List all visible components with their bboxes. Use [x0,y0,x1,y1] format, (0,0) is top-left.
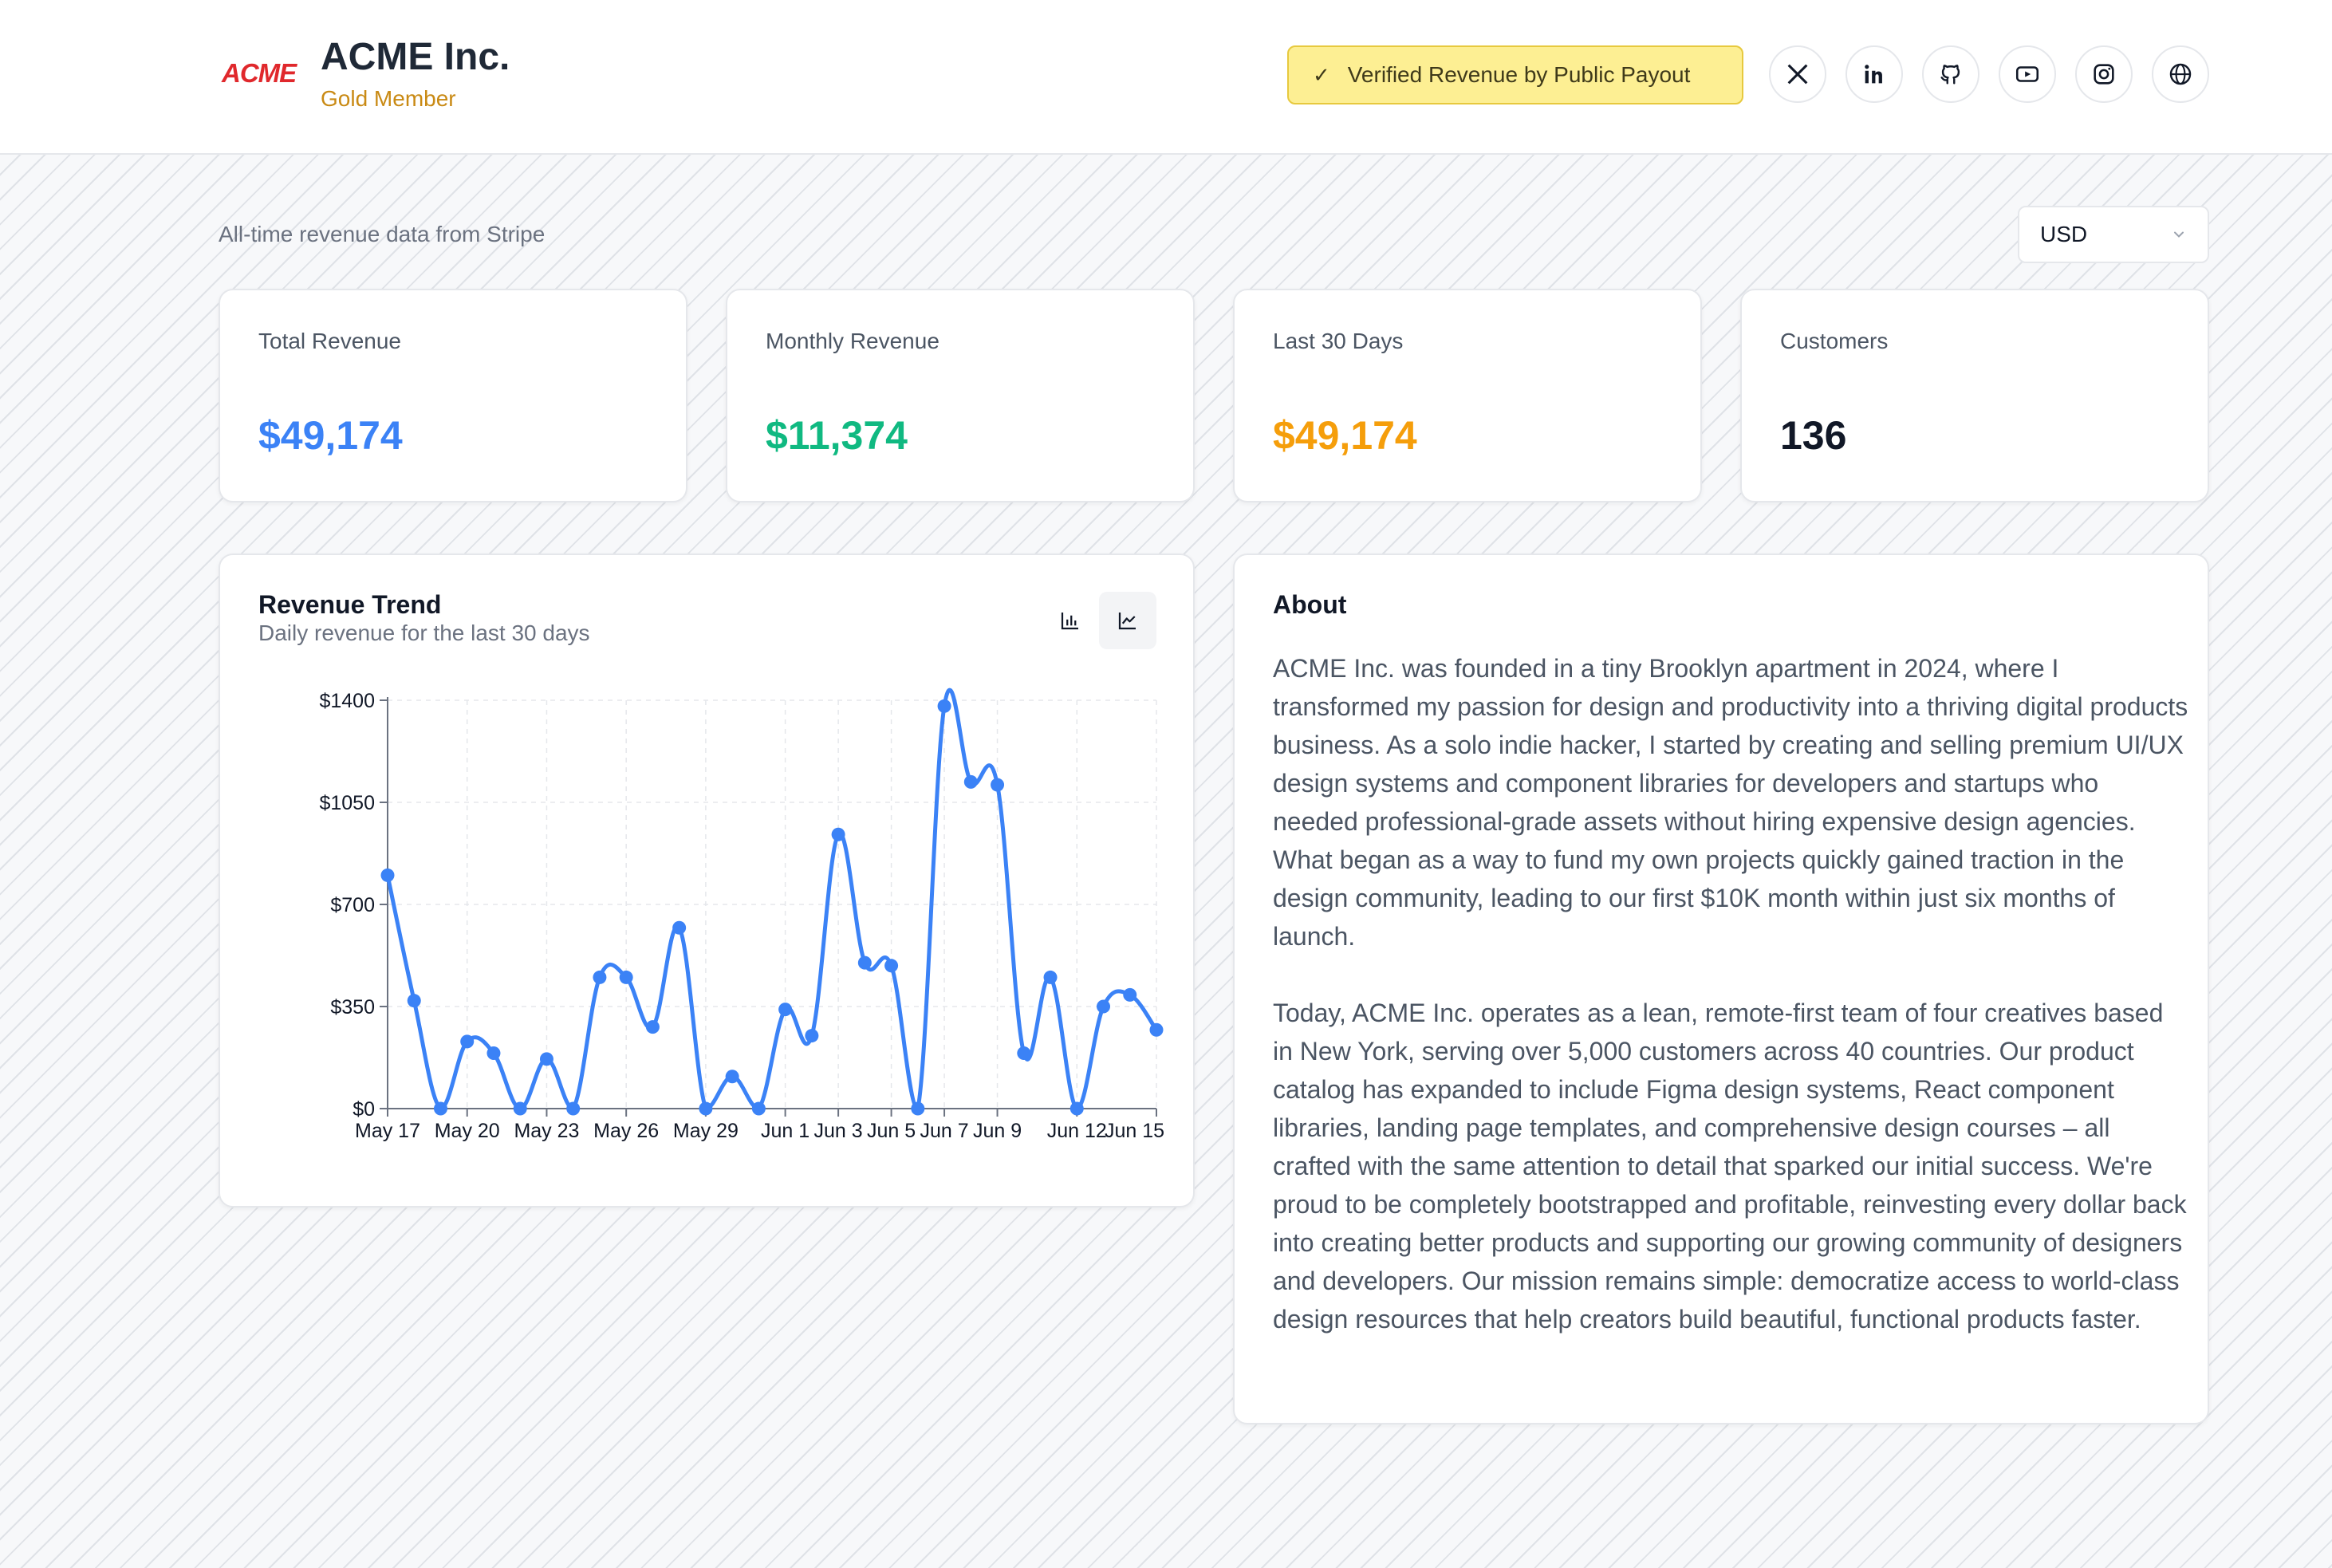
data-point[interactable] [831,827,845,841]
stat-value: $11,374 [766,413,908,458]
currency-select[interactable]: USD [2018,206,2209,263]
data-point[interactable] [1017,1046,1031,1061]
data-point[interactable] [884,959,899,973]
y-tick-label: $1050 [319,792,375,814]
x-tick-label: Jun 12 [1047,1120,1107,1142]
data-point[interactable] [380,868,395,882]
linkedin-icon [1865,65,1882,84]
data-point[interactable] [407,994,421,1008]
stat-value: 136 [1780,413,1847,458]
data-point[interactable] [539,1052,553,1066]
data-point[interactable] [486,1046,501,1061]
stat-card-monthly-revenue: Monthly Revenue $11,374 [726,289,1195,502]
x-tick-label: Jun 15 [1105,1120,1164,1142]
x-tick-label: Jun 5 [867,1120,916,1142]
revenue-series-line [385,687,1159,1111]
line-chart-toggle[interactable] [1099,592,1156,649]
verified-label: Verified Revenue by Public Payout [1347,62,1691,87]
data-point[interactable] [460,1034,475,1049]
data-point[interactable] [778,1003,793,1017]
data-point[interactable] [672,920,687,935]
chart-subtitle: Daily revenue for the last 30 days [258,621,590,645]
globe-icon [2169,63,2192,85]
x-tick-label: May 20 [435,1120,500,1142]
data-point[interactable] [1043,970,1058,984]
y-tick-label: $0 [353,1098,375,1121]
x-tick-label: May 23 [514,1120,579,1142]
y-tick-label: $700 [330,894,375,916]
stat-card-total-revenue: Total Revenue $49,174 [219,289,687,502]
x-tick-label: Jun 9 [973,1120,1022,1142]
stat-value: $49,174 [1273,413,1417,458]
x-tick-label: Jun 3 [814,1120,863,1142]
youtube-icon [2015,66,2039,82]
x-link[interactable] [1769,45,1826,103]
stat-card-last-30-days: Last 30 Days $49,174 [1233,289,1702,502]
stat-label: Customers [1780,329,1889,353]
data-point[interactable] [1149,1022,1164,1037]
page-subtitle: All-time revenue data from Stripe [219,222,546,246]
company-name: ACME Inc. [321,36,510,78]
check-icon: ✓ [1313,62,1330,87]
data-point[interactable] [751,1101,766,1116]
bar-chart-toggle[interactable] [1042,592,1099,649]
data-point[interactable] [433,1101,447,1116]
stat-card-customers: Customers 136 [1740,289,2209,502]
data-point[interactable] [1069,1101,1084,1116]
data-point[interactable] [593,970,607,984]
line-chart-icon [1118,613,1136,630]
about-card: About ACME Inc. was founded in a tiny Br… [1233,554,2209,1424]
x-icon [1787,64,1808,85]
x-tick-label: May 29 [673,1120,739,1142]
about-paragraph: ACME Inc. was founded in a tiny Brooklyn… [1273,654,2188,951]
revenue-trend-card: Revenue Trend Daily revenue for the last… [219,554,1195,1208]
company-logo[interactable]: ACME [222,58,297,88]
about-text: ACME Inc. was founded in a tiny Brooklyn… [1273,649,2190,1377]
verified-revenue-badge[interactable]: ✓ Verified Revenue by Public Payout [1287,45,1743,104]
stat-value: $49,174 [258,413,403,458]
data-point[interactable] [699,1101,713,1116]
y-tick-label: $350 [330,996,375,1018]
data-point[interactable] [566,1101,581,1116]
chart-title: Revenue Trend [258,590,442,619]
about-title: About [1273,590,1347,619]
data-point[interactable] [513,1101,527,1116]
website-link[interactable] [2152,45,2209,103]
x-tick-label: Jun 1 [761,1120,810,1142]
data-point[interactable] [1123,987,1137,1002]
github-icon [1940,65,1960,85]
instagram-link[interactable] [2075,45,2133,103]
github-link[interactable] [1922,45,1979,103]
data-point[interactable] [805,1029,819,1043]
bar-chart-icon [1061,613,1078,630]
stat-label: Monthly Revenue [766,329,939,353]
data-point[interactable] [937,699,951,713]
data-point[interactable] [725,1070,739,1084]
revenue-line-chart: $0 $350 $700 $1050 $1400 May 17 May 20 May 23 Ma… [319,687,1164,1142]
stat-label: Last 30 Days [1273,329,1404,353]
top-header: ACME ACME Inc. Gold Member ✓ Verified Re… [0,0,2332,155]
instagram-icon [2094,64,2114,85]
data-point[interactable] [911,1101,925,1116]
data-point[interactable] [1097,999,1111,1014]
stat-label: Total Revenue [258,329,402,353]
data-point[interactable] [619,970,633,984]
y-tick-label: $1400 [319,690,375,712]
youtube-link[interactable] [1999,45,2056,103]
data-point[interactable] [963,774,978,789]
chevron-down-icon [2174,231,2184,238]
data-point[interactable] [857,955,872,970]
data-point[interactable] [991,778,1005,792]
data-point[interactable] [645,1020,660,1034]
about-paragraph: Today, ACME Inc. operates as a lean, rem… [1273,999,2187,1334]
x-tick-label: May 17 [355,1120,420,1142]
membership-badge: Gold Member [321,86,456,111]
linkedin-link[interactable] [1846,45,1903,103]
currency-value: USD [2040,222,2088,246]
x-tick-label: May 26 [593,1120,659,1142]
x-tick-label: Jun 7 [920,1120,968,1142]
